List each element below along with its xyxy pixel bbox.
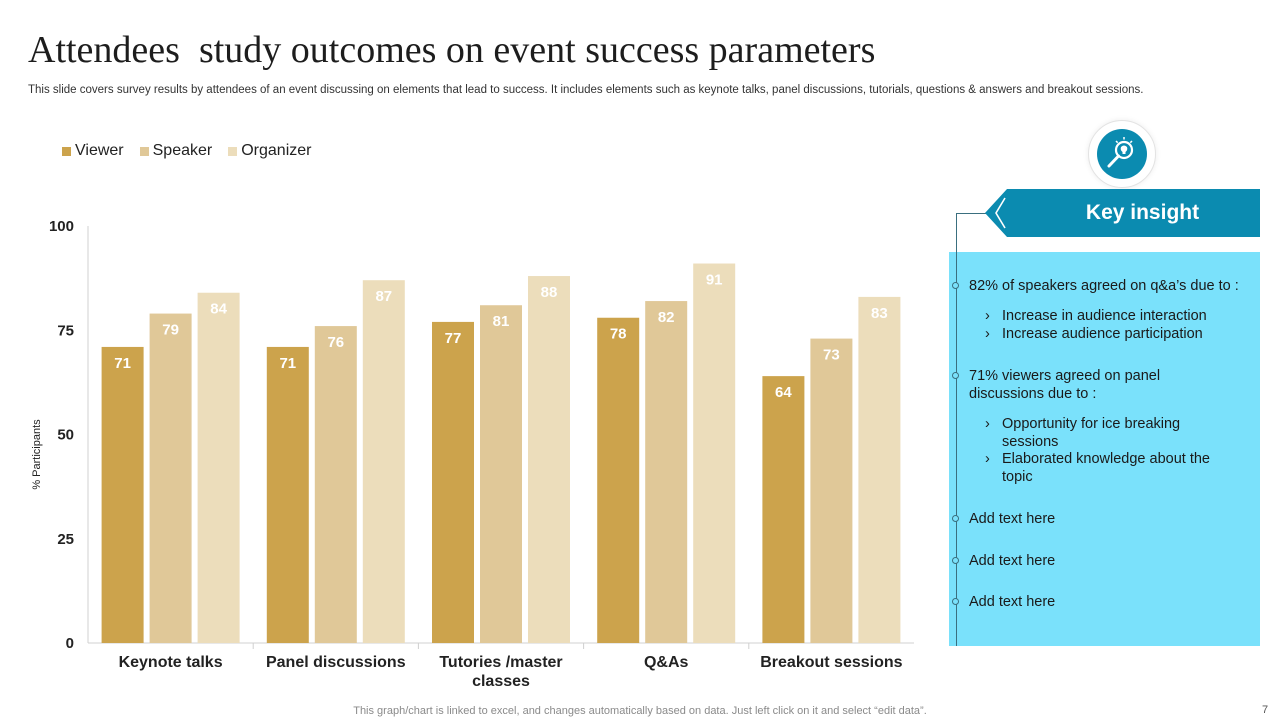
y-tick-label: 0	[66, 635, 74, 652]
bar-speaker-3	[480, 305, 522, 643]
insight-point-2: 71% viewers agreed on panel discussions …	[969, 368, 1161, 402]
bullet-dot	[952, 598, 959, 605]
legend-swatch-organizer	[228, 146, 238, 156]
insight-banner: Key insight	[985, 189, 1260, 237]
bullet-dot	[952, 372, 959, 379]
bar-speaker-1	[149, 313, 192, 643]
insight-sub-text: Opportunity for ice breaking sessions	[1002, 416, 1181, 450]
bar-organizer-4	[693, 263, 736, 643]
insight-sub-text: Increase in audience interaction	[1002, 308, 1207, 324]
chevron-right-icon: ›	[985, 416, 990, 432]
bar-value-label: 82	[658, 309, 675, 326]
bar-viewer-1	[101, 346, 144, 643]
slide-title: Attendees study outcomes on event succes…	[28, 29, 876, 71]
insight-sub-1-2: › Increase audience participation	[985, 325, 1225, 343]
footer-note: This graph/chart is linked to excel, and…	[353, 705, 927, 717]
bar-organizer-2	[362, 280, 405, 643]
x-category-label: classes	[472, 673, 530, 690]
y-tick-label: 100	[49, 218, 74, 235]
bar-value-label: 88	[541, 284, 558, 301]
insight-sub-2-1: › Opportunity for ice breaking sessions	[985, 415, 1225, 451]
insight-connector-top	[956, 213, 986, 214]
bar-viewer-4	[597, 317, 640, 643]
legend-item-speaker: Speaker	[139, 142, 213, 160]
bar-value-label: 78	[610, 326, 627, 343]
bar-value-label: 76	[327, 334, 344, 351]
bar-value-label: 79	[162, 322, 179, 339]
legend-item-viewer: Viewer	[62, 142, 124, 160]
legend-swatch-speaker	[139, 146, 149, 156]
legend-label-organizer: Organizer	[241, 142, 312, 159]
bar-value-label: 71	[279, 355, 296, 372]
insight-point-5: Add text here	[969, 594, 1056, 610]
bullet-dot	[952, 282, 959, 289]
insight-point-4: Add text here	[969, 553, 1056, 569]
x-category-label: Breakout sessions	[760, 654, 902, 671]
y-tick-label: 50	[57, 427, 74, 444]
bar-speaker-5	[810, 338, 853, 643]
bullet-dot	[952, 515, 959, 522]
bar-viewer-2	[266, 346, 309, 643]
insight-sub-1-1: › Increase in audience interaction	[985, 307, 1225, 325]
y-tick-label: 25	[57, 531, 74, 548]
insight-point-3: Add text here	[969, 511, 1056, 527]
bar-value-label: 84	[210, 301, 227, 318]
bar-viewer-3	[432, 321, 474, 643]
legend-label-speaker: Speaker	[152, 142, 213, 159]
bar-value-label: 83	[871, 305, 888, 322]
bar-value-label: 91	[706, 272, 723, 289]
legend-item-organizer: Organizer	[228, 142, 311, 160]
insight-heading: Key insight	[1085, 201, 1200, 224]
x-category-label: Tutories /master	[439, 654, 562, 671]
chart-legend: Viewer Speaker Organizer	[62, 142, 311, 160]
chevron-right-icon: ›	[985, 326, 990, 342]
y-tick-label: 75	[57, 322, 74, 339]
x-category-label: Panel discussions	[266, 654, 406, 671]
insight-point-1: 82% of speakers agreed on q&a’s due to :	[969, 278, 1239, 294]
legend-label-viewer: Viewer	[75, 142, 124, 159]
insight-sub-text: Elaborated knowledge about the topic	[1002, 451, 1210, 485]
bullet-dot	[952, 557, 959, 564]
legend-swatch-viewer	[62, 146, 71, 156]
bar-value-label: 71	[114, 355, 131, 372]
insight-icon-badge	[1088, 120, 1156, 188]
bar-speaker-2	[314, 326, 357, 643]
insight-sub-2-2: › Elaborated knowledge about the topic	[985, 450, 1225, 486]
bar-value-label: 64	[775, 384, 792, 401]
bar-speaker-4	[645, 301, 688, 643]
x-category-label: Q&As	[644, 654, 689, 671]
slide-subtitle: This slide covers survey results by atte…	[28, 84, 1144, 96]
page-number: 7	[1262, 704, 1269, 716]
insight-sub-text: Increase audience participation	[1002, 326, 1203, 342]
y-axis-label: % Participants	[31, 419, 43, 490]
chevron-right-icon: ›	[985, 308, 990, 324]
bar-organizer-1	[197, 292, 240, 643]
lightbulb-magnifier-icon	[1097, 129, 1147, 179]
bar-viewer-5	[762, 376, 805, 643]
bar-value-label: 73	[823, 347, 840, 364]
x-category-label: Keynote talks	[119, 654, 223, 671]
bar-value-label: 81	[493, 313, 510, 330]
bar-organizer-3	[528, 276, 570, 643]
bar-chart: 0 25 50 75 100 % Participants 71 79 84 Keynote ta…	[31, 218, 914, 690]
bar-value-label: 77	[445, 330, 462, 347]
bar-value-label: 87	[375, 288, 392, 305]
bar-organizer-5	[858, 296, 901, 643]
insight-panel	[949, 252, 1260, 646]
chevron-right-icon: ›	[985, 451, 990, 467]
insight-connector-line	[956, 213, 957, 646]
